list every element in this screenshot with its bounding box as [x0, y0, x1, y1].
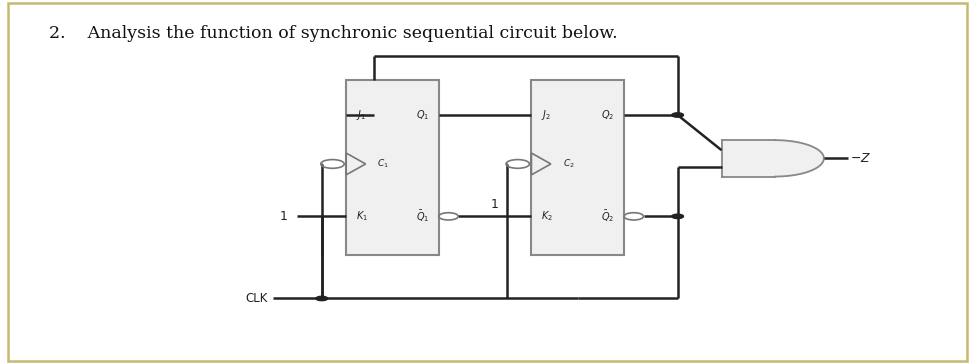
Text: $\bar{Q}_2$: $\bar{Q}_2$: [601, 209, 614, 224]
Text: $Q_1$: $Q_1$: [415, 108, 429, 122]
Text: 1: 1: [490, 198, 499, 211]
Text: $Q_2$: $Q_2$: [601, 108, 614, 122]
Bar: [531, 80, 624, 255]
Circle shape: [672, 214, 683, 218]
Text: $C_1$: $C_1$: [377, 158, 389, 170]
Text: $K_1$: $K_1$: [356, 209, 368, 223]
Text: $-Z$: $-Z$: [850, 152, 872, 165]
Text: $C_2$: $C_2$: [563, 158, 574, 170]
Text: 2.    Analysis the function of synchronic sequential circuit below.: 2. Analysis the function of synchronic s…: [49, 25, 617, 43]
Text: $J_1$: $J_1$: [356, 108, 366, 122]
Circle shape: [672, 113, 683, 117]
Text: $\bar{Q}_1$: $\bar{Q}_1$: [415, 209, 429, 224]
Text: $J_2$: $J_2$: [541, 108, 551, 122]
Polygon shape: [722, 140, 824, 177]
Text: 1: 1: [280, 210, 288, 223]
Text: CLK: CLK: [246, 292, 268, 305]
Bar: [346, 80, 439, 255]
Text: $K_2$: $K_2$: [541, 209, 553, 223]
Circle shape: [316, 296, 328, 301]
